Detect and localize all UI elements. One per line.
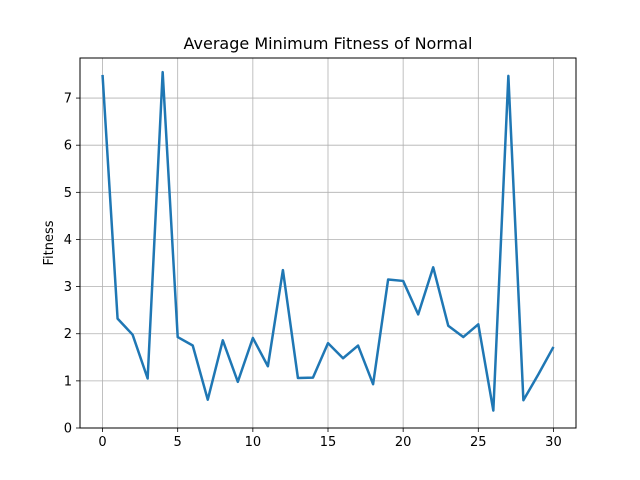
- x-tick-label: 15: [320, 435, 337, 450]
- x-tick-label: 10: [245, 435, 262, 450]
- y-tick-label: 0: [64, 422, 72, 437]
- grid: [80, 58, 576, 429]
- x-axis: 0 5 10 15 20 25 30: [98, 428, 562, 450]
- x-tick-label: 20: [395, 435, 412, 450]
- x-tick-label: 5: [174, 435, 182, 450]
- y-tick-label: 5: [64, 186, 72, 201]
- y-axis-label: Fitness: [42, 220, 57, 265]
- chart-title: Average Minimum Fitness of Normal: [184, 34, 473, 53]
- y-tick-label: 4: [64, 233, 72, 248]
- x-tick-label: 30: [545, 435, 562, 450]
- series-line: [101, 70, 555, 412]
- y-tick-label: 7: [64, 92, 72, 107]
- series-layer: [101, 70, 555, 412]
- y-axis: 0 1 2 3 4 5 6 7: [64, 92, 80, 437]
- x-tick-label: 0: [98, 435, 106, 450]
- x-tick-label: 25: [470, 435, 487, 450]
- y-tick-label: 1: [64, 374, 72, 389]
- y-tick-label: 6: [64, 139, 72, 154]
- y-tick-label: 3: [64, 280, 72, 295]
- y-tick-label: 2: [64, 327, 72, 342]
